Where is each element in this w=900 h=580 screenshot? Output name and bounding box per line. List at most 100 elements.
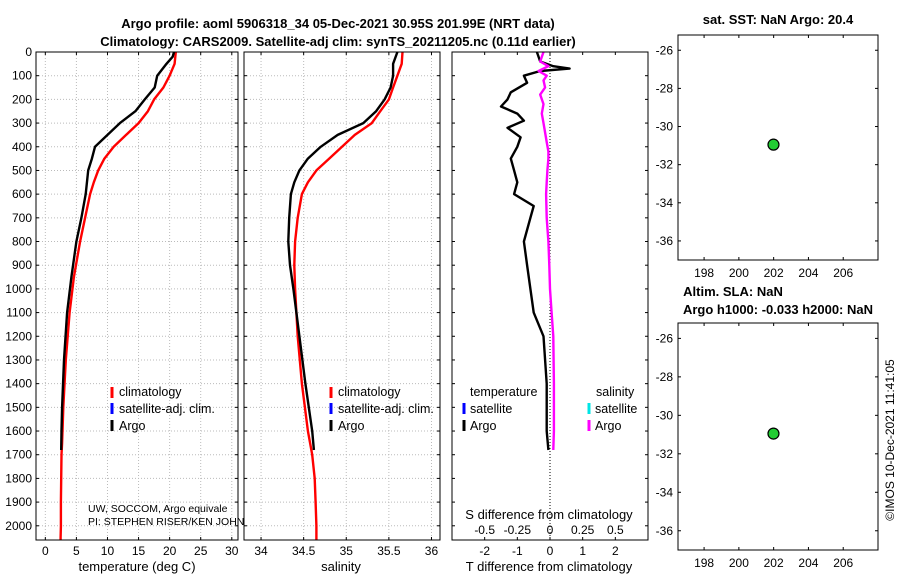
temperature-ytick-label: 600 [12, 187, 32, 201]
temperature-ytick-label: 900 [12, 258, 32, 272]
temperature-xlabel: temperature (deg C) [78, 559, 195, 574]
temperature-series-argo [60, 51, 176, 451]
difference-series-salinity-argo [537, 51, 556, 451]
temperature-ytick-label: 800 [12, 235, 32, 249]
temperature-xtick-label: 15 [132, 544, 146, 558]
salinity-xtick-label: 35.5 [377, 544, 401, 558]
sst_map-ytick-label: -30 [656, 120, 674, 134]
legend-title-temperature: temperature [470, 385, 537, 399]
sst_map-xtick-label: 202 [764, 266, 784, 280]
salinity-panel: 34 34.5 35 35.5 36 [243, 51, 441, 558]
temperature-xtick-label: 20 [163, 544, 177, 558]
sla_map-argo-location-marker [767, 427, 780, 440]
difference-xtick-label: 1 [579, 544, 586, 558]
difference-secondary-tick-label: 0.5 [607, 523, 624, 537]
temperature-ytick-label: 1800 [5, 471, 32, 485]
legend-label-climatology: climatology [119, 385, 182, 399]
figure-title-line1: Argo profile: aoml 5906318_34 05-Dec-202… [121, 16, 555, 31]
legend-label-argo: Argo [338, 419, 364, 433]
legend-label-temp-argo: Argo [470, 419, 496, 433]
sla_map-axes-frame [677, 322, 879, 551]
sst_map-panel: -26 -28 -30 -32 -34 -36 198 200 202 204 206 [656, 34, 879, 280]
salinity-legend: climatology satellite-adj. clim. Argo [329, 385, 434, 433]
temperature-ytick-label: 400 [12, 140, 32, 154]
sst_map-ytick-label: -26 [656, 43, 674, 57]
difference-xtick-label: 2 [612, 544, 619, 558]
sla_map-panel: -26 -28 -30 -32 -34 -36 198 200 202 204 206 [656, 322, 879, 570]
temperature-ytick-label: 1000 [5, 282, 32, 296]
temperature-ytick-label: 300 [12, 116, 32, 130]
sla_map-ytick-label: -32 [656, 447, 674, 461]
temperature-ytick-label: 1700 [5, 448, 32, 462]
sla_map-xtick-label: 200 [729, 556, 749, 570]
legend-label-temp-satellite: satellite [470, 402, 512, 416]
salinity-xlabel: salinity [321, 559, 361, 574]
sla-map-title-line2: Argo h1000: -0.033 h2000: NaN [683, 302, 873, 317]
temperature-ytick-label: 0 [25, 45, 32, 59]
temperature-ytick-label: 1400 [5, 377, 32, 391]
sla_map-ytick-label: -34 [656, 485, 674, 499]
sla_map-xtick-label: 198 [694, 556, 714, 570]
sla_map-ytick-label: -26 [656, 331, 674, 345]
salinity-xtick-label: 34.5 [292, 544, 316, 558]
temperature-panel: 0100200300400500600700800900100011001200… [5, 45, 238, 558]
salinity-series-climatology [293, 51, 404, 540]
legend-label-sal-satellite: satellite [595, 402, 637, 416]
sst_map-xtick-label: 200 [729, 266, 749, 280]
temperature-legend: climatology satellite-adj. clim. Argo [110, 385, 215, 433]
sla_map-xtick-label: 202 [764, 556, 784, 570]
sst_map-ytick-label: -34 [656, 196, 674, 210]
sst_map-ytick-label: -36 [656, 234, 674, 248]
institution-note: UW, SOCCOM, Argo equivale [88, 503, 228, 515]
difference-xtick-label: -2 [479, 544, 490, 558]
difference-panel: -2 -1 0 1 2 -0.5 -0.25 0 0.25 0.5 [451, 51, 649, 558]
legend-title-salinity: salinity [596, 385, 635, 399]
sla_map-ytick-label: -36 [656, 524, 674, 538]
legend-label-climatology: climatology [338, 385, 401, 399]
temperature-xtick-label: 25 [194, 544, 208, 558]
temperature-xtick-label: 0 [42, 544, 49, 558]
temperature-axes-frame [35, 51, 239, 541]
diff-xlabel-temperature: T difference from climatology [466, 559, 633, 574]
legend-label-satellite: satellite-adj. clim. [119, 402, 215, 416]
legend-label-satellite: satellite-adj. clim. [338, 402, 434, 416]
legend-label-sal-argo: Argo [595, 419, 621, 433]
difference-secondary-tick-label: 0 [547, 523, 554, 537]
temperature-ytick-label: 1200 [5, 329, 32, 343]
legend-label-argo: Argo [119, 419, 145, 433]
sla_map-xtick-label: 204 [798, 556, 818, 570]
sla_map-ytick-label: -30 [656, 408, 674, 422]
pi-note: PI: STEPHEN RISER/KEN JOHN [88, 516, 244, 528]
figure-title-line2: Climatology: CARS2009. Satellite-adj cli… [100, 34, 575, 49]
sst_map-ytick-label: -28 [656, 81, 674, 95]
difference-secondary-tick-label: 0.25 [571, 523, 595, 537]
sst_map-xtick-label: 198 [694, 266, 714, 280]
imos-timestamp-watermark: ©IMOS 10-Dec-2021 11:41:05 [883, 359, 897, 521]
sst_map-xtick-label: 204 [798, 266, 818, 280]
plot-layer: 0100200300400500600700800900100011001200… [5, 34, 879, 570]
sla_map-xtick-label: 206 [833, 556, 853, 570]
sst_map-axes-frame [677, 34, 879, 261]
sst-map-title: sat. SST: NaN Argo: 20.4 [703, 12, 854, 27]
temperature-ytick-label: 200 [12, 92, 32, 106]
temperature-series-climatology [59, 51, 177, 540]
temperature-ytick-label: 1300 [5, 353, 32, 367]
difference-secondary-tick-label: -0.5 [474, 523, 495, 537]
sst_map-xtick-label: 206 [833, 266, 853, 280]
difference-secondary-tick-label: -0.25 [504, 523, 532, 537]
diff-xlabel-salinity: S difference from climatology [465, 507, 633, 522]
salinity-xtick-label: 36 [425, 544, 439, 558]
temperature-ytick-label: 500 [12, 163, 32, 177]
temperature-ytick-label: 2000 [5, 519, 32, 533]
sst_map-argo-location-marker [767, 138, 780, 151]
difference-legend: temperature satellite Argo salinity sate… [462, 385, 637, 433]
temperature-xtick-label: 30 [225, 544, 239, 558]
temperature-ytick-label: 100 [12, 69, 32, 83]
temperature-xtick-label: 10 [101, 544, 115, 558]
temperature-ytick-label: 1600 [5, 424, 32, 438]
sst_map-ytick-label: -32 [656, 158, 674, 172]
salinity-series-argo [287, 51, 399, 451]
salinity-xtick-label: 34 [254, 544, 268, 558]
temperature-xtick-label: 5 [73, 544, 80, 558]
